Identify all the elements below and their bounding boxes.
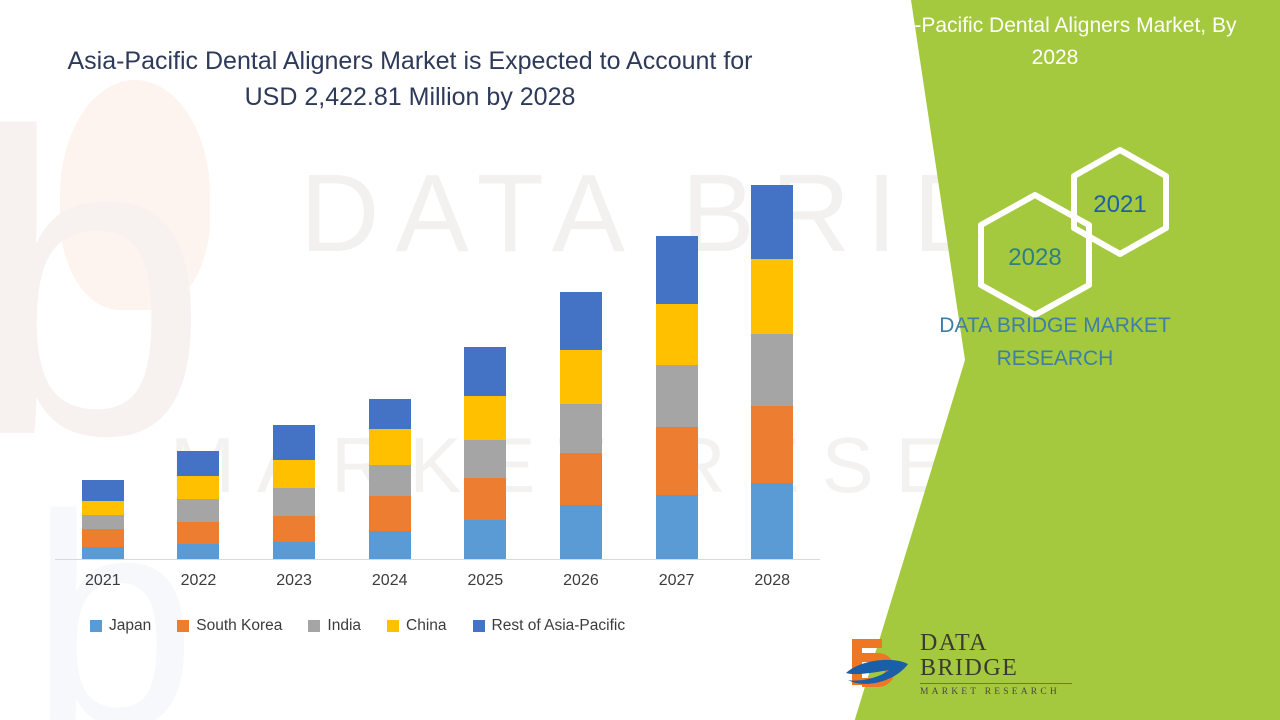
legend-item-rest-of-asia-pacific[interactable]: Rest of Asia-Pacific: [472, 617, 626, 635]
logo-divider: [920, 683, 1072, 685]
bar-2022: [177, 451, 220, 560]
bar-segment-2023-india: [273, 488, 316, 516]
bar-segment-2026-china: [559, 350, 602, 405]
bar-segment-2025-india: [464, 440, 507, 479]
bar-2023: [273, 425, 316, 560]
bar-segment-2028-india: [751, 334, 794, 407]
x-axis-label-2025: 2025: [467, 572, 504, 589]
hexagon-badge-2028-label: 2028: [1008, 243, 1062, 271]
chart-plot-area: [55, 150, 820, 560]
panel-title: Asia-Pacific Dental Aligners Market, By …: [873, 14, 1237, 69]
x-axis-label-2028: 2028: [754, 572, 790, 589]
legend-item-china[interactable]: China: [387, 617, 447, 635]
legend-swatch-icon: [90, 620, 102, 632]
bar-segment-2023-japan: [273, 542, 316, 560]
legend-label: India: [327, 617, 362, 634]
bar-segment-2024-india: [368, 465, 411, 497]
bar-segment-2021-india: [81, 515, 124, 529]
legend-item-japan[interactable]: Japan: [90, 617, 151, 635]
legend-swatch-icon: [308, 620, 321, 632]
x-axis-label-2022: 2022: [180, 572, 217, 589]
bar-segment-2028-rest-of-asia-pacific: [751, 185, 794, 260]
brand-panel: Asia-Pacific Dental Aligners Market, By …: [830, 0, 1280, 720]
stacked-bar-chart: 2021 2022 2023 2024 2025 2026 2027 2028: [55, 150, 820, 600]
bar-segment-2022-south-korea: [177, 521, 220, 544]
x-axis-label-2021: 2021: [85, 572, 121, 589]
legend-label: South Korea: [196, 617, 283, 634]
hexagon-badge-2021-label: 2021: [1093, 190, 1147, 218]
logo-wordmark: DATA BRIDGE MARKET RESEARCH: [920, 629, 1072, 698]
page-title: Asia-Pacific Dental Aligners Market is E…: [67, 47, 753, 111]
legend-label: Rest of Asia-Pacific: [491, 617, 626, 634]
brand-name-text: DATA BRIDGE MARKET RESEARCH: [939, 314, 1171, 370]
bar-segment-2024-rest-of-asia-pacific: [368, 399, 411, 430]
bar-2024: [368, 399, 411, 560]
bar-segment-2027-japan: [655, 495, 698, 560]
bar-segment-2027-south-korea: [655, 427, 698, 495]
bar-segment-2026-japan: [559, 505, 602, 560]
bar-segment-2026-rest-of-asia-pacific: [559, 292, 602, 351]
x-axis-label-2027: 2027: [658, 572, 695, 589]
hexagon-badge-2028: 2028: [976, 191, 1094, 324]
bar-segment-2022-rest-of-asia-pacific: [177, 451, 220, 476]
hexagon-badge-2021: 2021: [1069, 146, 1171, 263]
bar-segment-2025-japan: [464, 520, 507, 560]
x-axis-label-2023: 2023: [276, 572, 312, 589]
company-logo: DATA BRIDGE MARKET RESEARCH: [842, 625, 1072, 703]
green-panel-shape: [854, 0, 1280, 720]
logo-subtitle: MARKET RESEARCH: [920, 687, 1060, 698]
x-axis-line: [55, 559, 820, 560]
x-axis-label-2026: 2026: [563, 572, 599, 589]
bar-segment-2022-india: [177, 498, 220, 522]
bar-segment-2027-india: [655, 365, 698, 427]
legend-swatch-icon: [472, 620, 485, 632]
legend-item-india[interactable]: India: [308, 617, 361, 635]
bar-2027: [655, 236, 698, 560]
bar-segment-2023-rest-of-asia-pacific: [273, 425, 316, 461]
legend-label: China: [406, 617, 447, 634]
bar-segment-2025-rest-of-asia-pacific: [464, 347, 507, 397]
bar-segment-2021-south-korea: [81, 529, 124, 547]
bar-segment-2028-japan: [751, 483, 794, 560]
bar-segment-2023-south-korea: [273, 516, 316, 542]
bar-segment-2027-rest-of-asia-pacific: [655, 236, 698, 305]
bar-segment-2027-china: [655, 304, 698, 366]
x-axis-tick-labels: 2021 2022 2023 2024 2025 2026 2027 2028: [55, 572, 820, 600]
legend-swatch-icon: [387, 620, 400, 632]
bar-segment-2024-japan: [368, 531, 411, 560]
bar-segment-2024-south-korea: [368, 496, 411, 532]
legend-label: Japan: [109, 617, 152, 634]
bar-segment-2026-india: [559, 404, 602, 454]
bar-segment-2022-china: [177, 475, 220, 499]
logo-title: DATA BRIDGE: [920, 629, 1019, 681]
chart-legend: Japan South Korea India China Rest of Asia-P…: [90, 617, 800, 635]
legend-swatch-icon: [177, 620, 190, 632]
bar-segment-2024-china: [368, 429, 411, 466]
bar-2025: [464, 347, 507, 560]
bar-2028: [751, 185, 794, 560]
bar-segment-2022-japan: [177, 543, 220, 560]
bar-2026: [559, 292, 602, 560]
bar-segment-2026-south-korea: [559, 453, 602, 506]
bar-segment-2028-south-korea: [751, 406, 794, 484]
bar-segment-2028-china: [751, 259, 794, 335]
bar-segment-2025-south-korea: [464, 478, 507, 521]
bar-segment-2023-china: [273, 460, 316, 489]
bar-2021: [81, 480, 124, 560]
bar-segment-2025-china: [464, 396, 507, 441]
bar-segment-2021-rest-of-asia-pacific: [81, 480, 124, 502]
legend-item-south-korea[interactable]: South Korea: [177, 617, 282, 635]
x-axis-label-2024: 2024: [371, 572, 408, 589]
bar-segment-2021-china: [81, 501, 124, 516]
bar-segment-2021-japan: [81, 547, 124, 560]
